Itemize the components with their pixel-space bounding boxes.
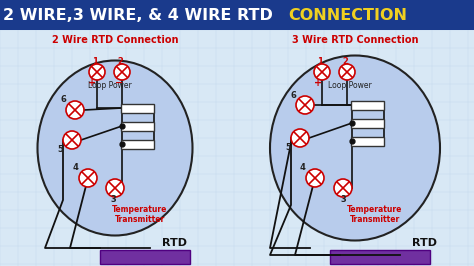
FancyBboxPatch shape <box>352 101 384 110</box>
Circle shape <box>114 64 130 80</box>
Circle shape <box>291 129 309 147</box>
Text: −: − <box>115 78 123 88</box>
FancyBboxPatch shape <box>352 136 384 146</box>
Circle shape <box>89 64 105 80</box>
Circle shape <box>339 64 355 80</box>
Circle shape <box>306 169 324 187</box>
FancyBboxPatch shape <box>100 250 190 264</box>
Text: 2 Wire RTD Connection: 2 Wire RTD Connection <box>52 35 178 45</box>
Text: 1: 1 <box>92 57 98 66</box>
FancyBboxPatch shape <box>121 122 155 131</box>
Text: +: + <box>88 78 96 88</box>
FancyBboxPatch shape <box>121 103 155 113</box>
Text: 1: 1 <box>317 57 323 66</box>
Circle shape <box>314 64 330 80</box>
Circle shape <box>66 101 84 119</box>
Text: Temperature: Temperature <box>112 206 168 214</box>
Circle shape <box>79 169 97 187</box>
Text: 5: 5 <box>57 146 63 155</box>
Text: Temperature: Temperature <box>347 206 403 214</box>
Text: 4: 4 <box>300 164 306 172</box>
Text: Loop Power: Loop Power <box>328 81 372 90</box>
Text: 3 Wire RTD Connection: 3 Wire RTD Connection <box>292 35 418 45</box>
Circle shape <box>334 179 352 197</box>
Text: Transmitter: Transmitter <box>115 215 165 225</box>
Text: 2 WIRE,3 WIRE, & 4 WIRE RTD: 2 WIRE,3 WIRE, & 4 WIRE RTD <box>3 7 279 23</box>
FancyBboxPatch shape <box>0 0 474 30</box>
Text: RTD: RTD <box>163 238 188 248</box>
Ellipse shape <box>37 60 192 235</box>
Text: Loop Power: Loop Power <box>88 81 132 90</box>
Text: 2: 2 <box>117 57 123 66</box>
Text: Transmitter: Transmitter <box>350 215 400 225</box>
Ellipse shape <box>270 56 440 240</box>
FancyBboxPatch shape <box>121 139 155 148</box>
Text: RTD: RTD <box>412 238 438 248</box>
Text: 2: 2 <box>342 57 348 66</box>
Text: 3: 3 <box>340 196 346 205</box>
Text: 5: 5 <box>285 143 291 152</box>
Text: 4: 4 <box>73 164 79 172</box>
Circle shape <box>296 96 314 114</box>
Text: 6: 6 <box>60 95 66 105</box>
Circle shape <box>106 179 124 197</box>
Circle shape <box>63 131 81 149</box>
Text: 3: 3 <box>110 196 116 205</box>
FancyBboxPatch shape <box>352 118 384 127</box>
Text: CONNECTION: CONNECTION <box>288 7 407 23</box>
Text: 6: 6 <box>290 90 296 99</box>
Text: +: + <box>314 78 322 88</box>
FancyBboxPatch shape <box>330 250 430 264</box>
